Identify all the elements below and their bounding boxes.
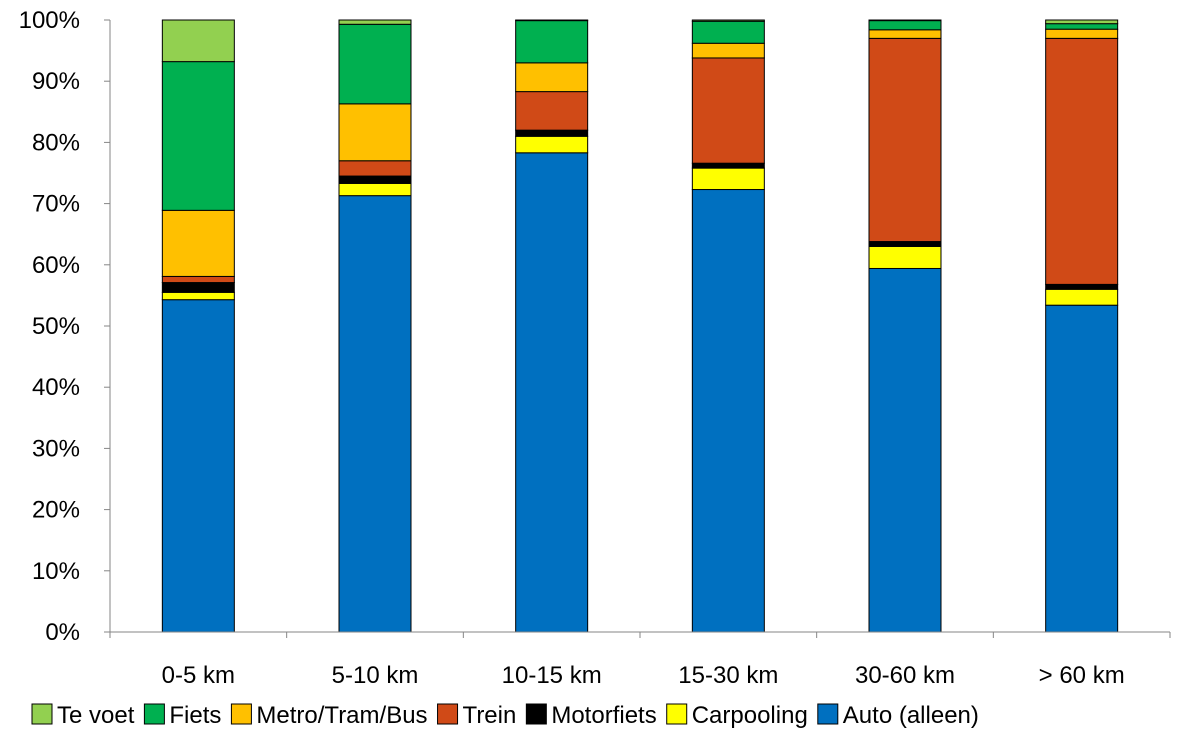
legend-swatch (666, 703, 688, 725)
bar-segment-carpooling (691, 167, 765, 191)
y-tick-label: 10% (32, 558, 80, 585)
y-tick-label: 40% (32, 374, 80, 401)
legend-item-motorfiets: Motorfiets (525, 702, 657, 729)
legend-label: Trein (463, 702, 517, 729)
bar-stack-30-60-km (868, 19, 942, 633)
bar-segment-metro-tram-bus (1045, 28, 1119, 39)
legend-label: Carpooling (692, 702, 808, 729)
x-category-label: > 60 km (1039, 662, 1125, 689)
bar-segment-trein (868, 37, 942, 243)
bar-segment-carpooling (515, 135, 589, 154)
bar-segment-auto-alleen (338, 195, 412, 633)
legend-item-auto-alleen: Auto (alleen) (817, 702, 979, 729)
bar-segment-metro-tram-bus (338, 103, 412, 162)
legend-item-te-voet: Te voet (31, 702, 135, 729)
y-tick-label: 20% (32, 497, 80, 524)
legend-swatch (437, 703, 459, 725)
bars (161, 19, 1119, 633)
y-tick-label: 50% (32, 313, 80, 340)
x-category-label: 0-5 km (162, 662, 235, 689)
bar-segment-auto-alleen (691, 189, 765, 633)
legend-item-carpooling: Carpooling (666, 702, 808, 729)
bar-segment-auto-alleen (515, 152, 589, 633)
bar-segment-trein (161, 275, 235, 284)
bar-segment-fiets (1045, 23, 1119, 30)
bar-segment-te-voet (338, 19, 412, 25)
bar-segment-te-voet (868, 19, 942, 22)
bar-segment-auto-alleen (868, 267, 942, 633)
x-category-label: 10-15 km (502, 662, 602, 689)
y-tick-label: 60% (32, 252, 80, 279)
bar-segment-auto-alleen (1045, 304, 1119, 633)
bar-segment-trein (691, 57, 765, 164)
bar-segment-motorfiets (338, 175, 412, 184)
legend-swatch (230, 703, 252, 725)
y-tick-label: 90% (32, 68, 80, 95)
bar-segment-fiets (515, 20, 589, 64)
x-axis: 0-5 km 5-10 km 10-15 km 15-30 km 30-60 km > 6… (109, 631, 1171, 689)
bar-segment-te-voet (515, 19, 589, 22)
bar-segment-metro-tram-bus (691, 42, 765, 59)
legend-item-fiets: Fiets (143, 702, 221, 729)
legend-label: Motorfiets (551, 702, 656, 729)
bar-segment-te-voet (161, 19, 235, 63)
y-axis: 0% 10% 20% 30% 40% 50% 60% 70% 80% 90% 100% (19, 7, 111, 646)
bar-segment-carpooling (868, 245, 942, 269)
bar-segment-trein (515, 91, 589, 131)
x-category-label: 15-30 km (678, 662, 778, 689)
bar-segment-fiets (868, 20, 942, 31)
bar-segment-auto-alleen (161, 299, 235, 633)
legend-item-trein: Trein (437, 702, 517, 729)
bar-stack-60-km (1045, 19, 1119, 633)
y-tick-label: 70% (32, 191, 80, 218)
legend-label: Auto (alleen) (843, 702, 979, 729)
legend-label: Te voet (57, 702, 135, 729)
bar-segment-metro-tram-bus (161, 209, 235, 277)
x-category-label: 5-10 km (332, 662, 419, 689)
legend: Te voet Fiets Metro/Tram/Bus Trein Motorfiet… (31, 702, 979, 729)
bar-stack-0-5-km (161, 19, 235, 633)
bar-stack-10-15-km (515, 19, 589, 633)
bar-stack-5-10-km (338, 19, 412, 633)
bar-segment-fiets (338, 23, 412, 105)
bar-segment-fiets (691, 20, 765, 44)
legend-swatch (31, 703, 53, 725)
y-tick-label: 30% (32, 435, 80, 462)
legend-label: Fiets (169, 702, 221, 729)
bar-segment-carpooling (338, 182, 412, 197)
legend-swatch (143, 703, 165, 725)
bar-segment-carpooling (1045, 288, 1119, 306)
bar-segment-motorfiets (691, 162, 765, 169)
bar-segment-motorfiets (161, 282, 235, 293)
bar-segment-te-voet (1045, 19, 1119, 25)
legend-label: Metro/Tram/Bus (256, 702, 427, 729)
y-tick-label: 100% (19, 7, 80, 34)
bar-segment-motorfiets (515, 129, 589, 137)
legend-swatch (525, 703, 547, 725)
bar-segment-metro-tram-bus (868, 29, 942, 39)
bar-segment-te-voet (691, 19, 765, 22)
y-tick-label: 0% (45, 619, 80, 646)
bar-segment-trein (1045, 37, 1119, 285)
bar-segment-fiets (161, 61, 235, 211)
bar-segment-carpooling (161, 291, 235, 301)
legend-swatch (817, 703, 839, 725)
bar-segment-metro-tram-bus (515, 62, 589, 93)
x-category-label: 30-60 km (855, 662, 955, 689)
bar-segment-motorfiets (868, 241, 942, 247)
bar-segment-motorfiets (1045, 283, 1119, 290)
legend-item-metro-tram-bus: Metro/Tram/Bus (230, 702, 428, 729)
bar-stack-15-30-km (691, 19, 765, 633)
bar-segment-trein (338, 160, 412, 177)
y-tick-label: 80% (32, 129, 80, 156)
